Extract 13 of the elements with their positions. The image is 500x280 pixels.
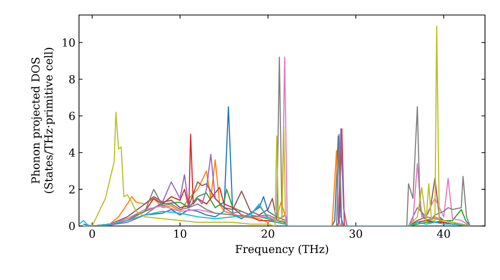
y-tick-label: 8 bbox=[69, 75, 75, 84]
x-axis-title: Frequency (THz) bbox=[236, 244, 328, 256]
x-tick-label: 40 bbox=[437, 230, 450, 238]
y-tick-label: 0 bbox=[69, 222, 75, 230]
y-tick-label: 10 bbox=[62, 38, 75, 47]
x-tick-label: 10 bbox=[174, 230, 186, 238]
x-tick-label: 20 bbox=[262, 230, 274, 238]
x-tick-label: 0 bbox=[89, 230, 95, 238]
y-tick-label: 4 bbox=[68, 148, 75, 157]
y-tick-label: 2 bbox=[69, 185, 74, 194]
y-axis-title: Phonon projected DOS (States/THz·primitive cell) bbox=[31, 48, 55, 194]
x-tick-label: 30 bbox=[350, 230, 362, 238]
y-tick-label: 6 bbox=[69, 112, 75, 120]
